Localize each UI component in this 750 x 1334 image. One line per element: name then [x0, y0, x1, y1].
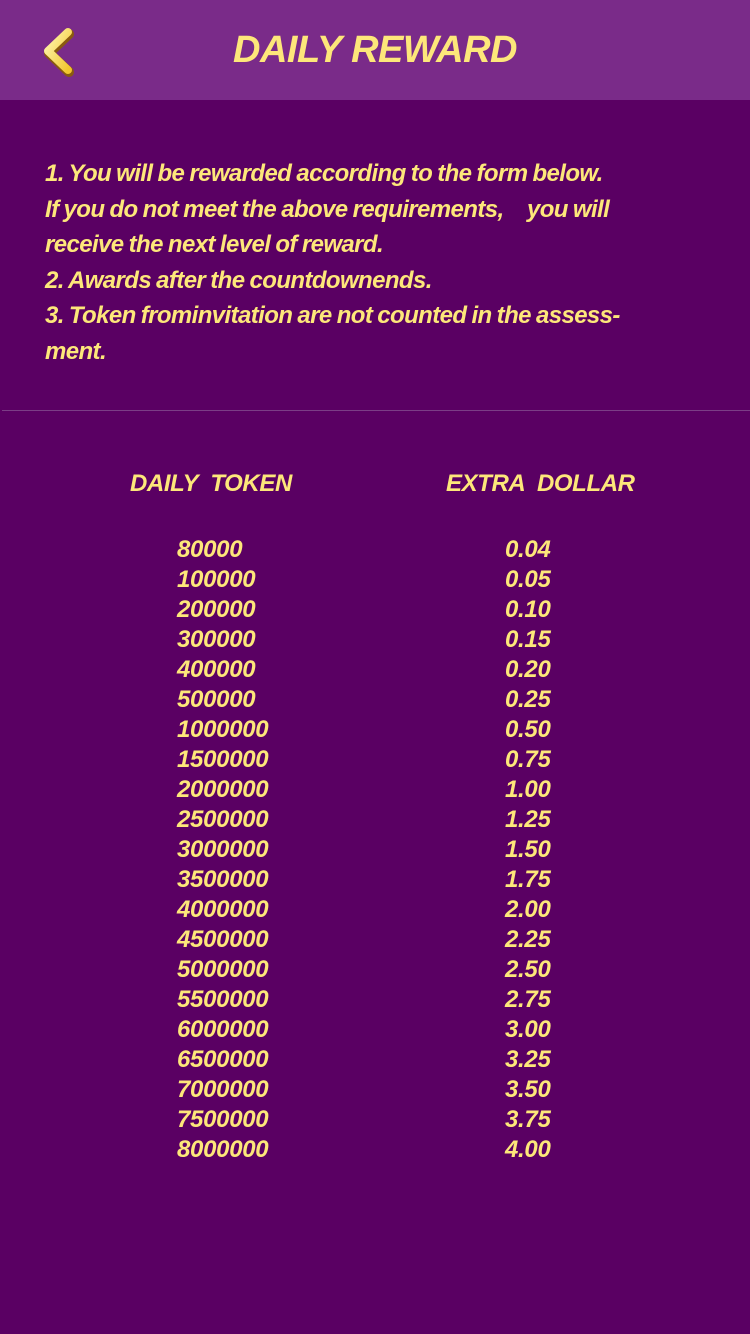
table-row: 6500000 3.25 — [0, 1045, 750, 1075]
token-value: 4500000 — [177, 926, 269, 953]
table-row: 3500000 1.75 — [0, 865, 750, 895]
token-value: 500000 — [177, 686, 256, 713]
dollar-value: 0.10 — [505, 596, 551, 623]
table-row: 1000000 0.50 — [0, 715, 750, 745]
table-row: 200000 0.10 — [0, 595, 750, 625]
rule-line: 2. Awards after the countdownends. — [45, 266, 432, 294]
table-row: 1500000 0.75 — [0, 745, 750, 775]
dollar-value: 3.00 — [505, 1016, 551, 1043]
divider — [2, 410, 750, 411]
dollar-value: 2.50 — [505, 956, 551, 983]
table-row: 300000 0.15 — [0, 625, 750, 655]
table-row: 80000 0.04 — [0, 535, 750, 565]
rule-line: ment. — [45, 337, 107, 365]
reward-table: 80000 0.04 100000 0.05 200000 0.10 300000 0.… — [0, 535, 750, 1165]
token-value: 1500000 — [177, 746, 269, 773]
token-value: 80000 — [177, 536, 243, 563]
token-value: 100000 — [177, 566, 256, 593]
dollar-value: 3.75 — [505, 1106, 551, 1133]
rule-line: 3. Token frominvitation are not counted … — [45, 302, 620, 329]
table-row: 6000000 3.00 — [0, 1015, 750, 1045]
table-row: 4000000 2.00 — [0, 895, 750, 925]
dollar-value: 3.50 — [505, 1076, 551, 1103]
dollar-value: 1.25 — [505, 806, 551, 833]
token-value: 7000000 — [177, 1076, 269, 1103]
dollar-value: 1.75 — [505, 866, 551, 893]
rule-line: receive the next level of reward. — [45, 231, 384, 258]
token-value: 400000 — [177, 656, 256, 683]
table-row: 7000000 3.50 — [0, 1075, 750, 1105]
dollar-value: 1.50 — [505, 836, 551, 863]
token-value: 3500000 — [177, 866, 269, 893]
table-row: 4500000 2.25 — [0, 925, 750, 955]
header-bar: DAILY REWARD — [0, 0, 750, 100]
dollar-value: 2.25 — [505, 926, 551, 953]
table-row: 7500000 3.75 — [0, 1105, 750, 1135]
token-value: 4000000 — [177, 896, 269, 923]
table-row: 500000 0.25 — [0, 685, 750, 715]
token-value: 7500000 — [177, 1106, 269, 1133]
dollar-value: 2.75 — [505, 986, 551, 1013]
dollar-value: 0.20 — [505, 656, 551, 683]
reward-rules: 1. You will be rewarded according to the… — [45, 156, 735, 369]
dollar-value: 0.15 — [505, 626, 551, 653]
table-row: 5000000 2.50 — [0, 955, 750, 985]
column-header-extra-dollar: EXTRA DOLLAR — [446, 470, 635, 497]
token-value: 8000000 — [177, 1136, 269, 1163]
rule-line: 1. You will be rewarded according to the… — [45, 160, 603, 187]
page-title: DAILY REWARD — [233, 29, 517, 71]
token-value: 5000000 — [177, 956, 269, 983]
token-value: 2500000 — [177, 806, 269, 833]
dollar-value: 4.00 — [505, 1136, 551, 1163]
column-header-daily-token: DAILY TOKEN — [130, 470, 292, 497]
dollar-value: 0.50 — [505, 716, 551, 743]
dollar-value: 1.00 — [505, 776, 551, 803]
dollar-value: 0.25 — [505, 686, 551, 713]
token-value: 6000000 — [177, 1016, 269, 1043]
dollar-value: 0.75 — [505, 746, 551, 773]
token-value: 2000000 — [177, 776, 269, 803]
dollar-value: 3.25 — [505, 1046, 551, 1073]
back-button[interactable] — [30, 22, 86, 78]
token-value: 300000 — [177, 626, 256, 653]
token-value: 1000000 — [177, 716, 269, 743]
token-value: 5500000 — [177, 986, 269, 1013]
table-row: 8000000 4.00 — [0, 1135, 750, 1165]
dollar-value: 0.05 — [505, 566, 551, 593]
table-row: 3000000 1.50 — [0, 835, 750, 865]
table-row: 2000000 1.00 — [0, 775, 750, 805]
token-value: 6500000 — [177, 1046, 269, 1073]
token-value: 200000 — [177, 596, 256, 623]
chevron-left-icon — [44, 28, 74, 77]
dollar-value: 2.00 — [505, 896, 551, 923]
table-row: 400000 0.20 — [0, 655, 750, 685]
table-row: 2500000 1.25 — [0, 805, 750, 835]
table-row: 5500000 2.75 — [0, 985, 750, 1015]
table-row: 100000 0.05 — [0, 565, 750, 595]
dollar-value: 0.04 — [505, 536, 551, 563]
rule-line: If you do not meet the above requirement… — [45, 195, 610, 223]
token-value: 3000000 — [177, 836, 269, 863]
